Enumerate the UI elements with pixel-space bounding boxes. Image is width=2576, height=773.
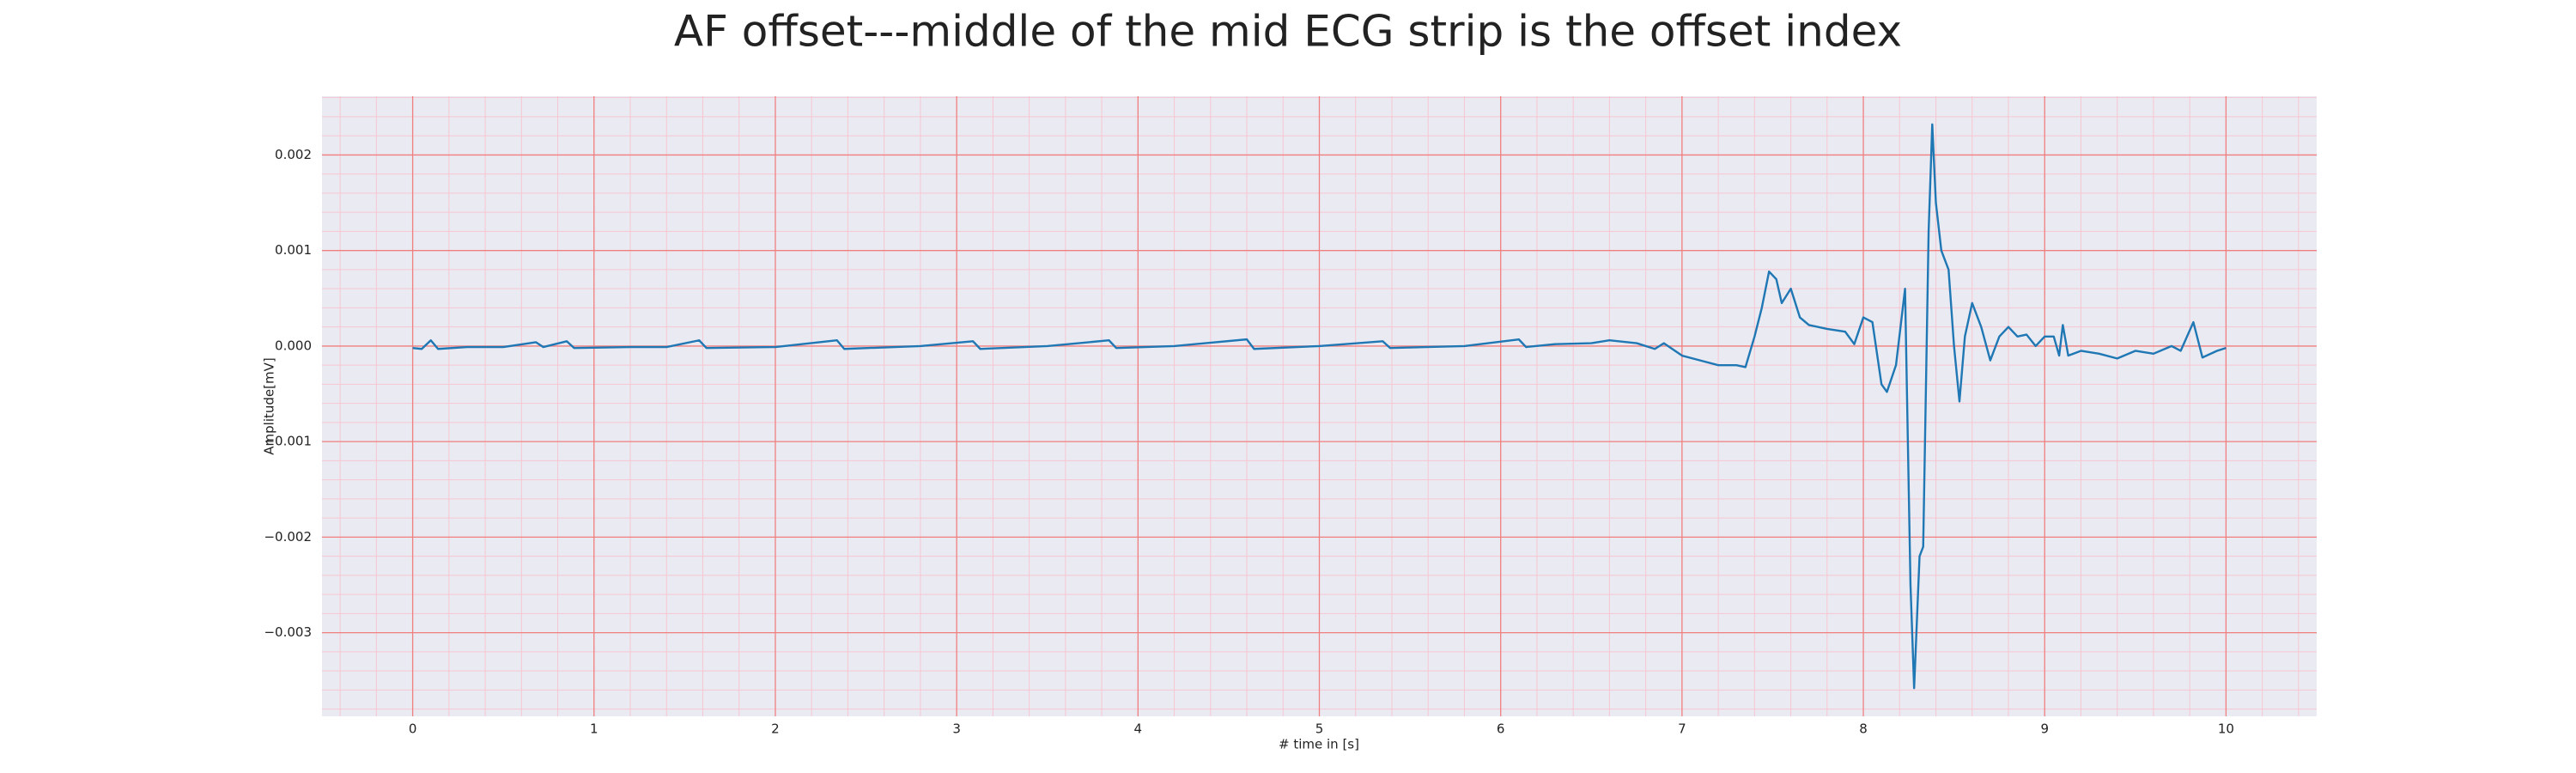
x-tick-label: 8 — [1859, 721, 1868, 737]
y-tick-label: −0.003 — [264, 624, 312, 640]
x-tick-label: 3 — [952, 721, 961, 737]
x-tick-label: 0 — [409, 721, 417, 737]
x-tick-label: 2 — [771, 721, 780, 737]
x-tick-label: 1 — [590, 721, 598, 737]
y-tick-label: −0.002 — [264, 529, 312, 545]
y-axis-label: Amplitude[mV] — [262, 357, 277, 454]
x-tick-label: 9 — [2040, 721, 2049, 737]
chart-title: AF offset---middle of the mid ECG strip … — [674, 7, 1902, 57]
x-tick-label: 6 — [1497, 721, 1505, 737]
y-tick-label: 0.000 — [275, 338, 312, 353]
ecg-line — [412, 123, 2227, 690]
x-tick-label: 5 — [1315, 721, 1324, 737]
y-tick-label: 0.001 — [275, 242, 312, 258]
x-tick-label: 4 — [1134, 721, 1143, 737]
x-tick-label: 10 — [2218, 721, 2234, 737]
x-axis-label: # time in [s] — [1279, 737, 1359, 752]
y-tick-label: 0.002 — [275, 147, 312, 162]
x-tick-label: 7 — [1678, 721, 1686, 737]
y-tick-label: −0.001 — [264, 434, 312, 449]
